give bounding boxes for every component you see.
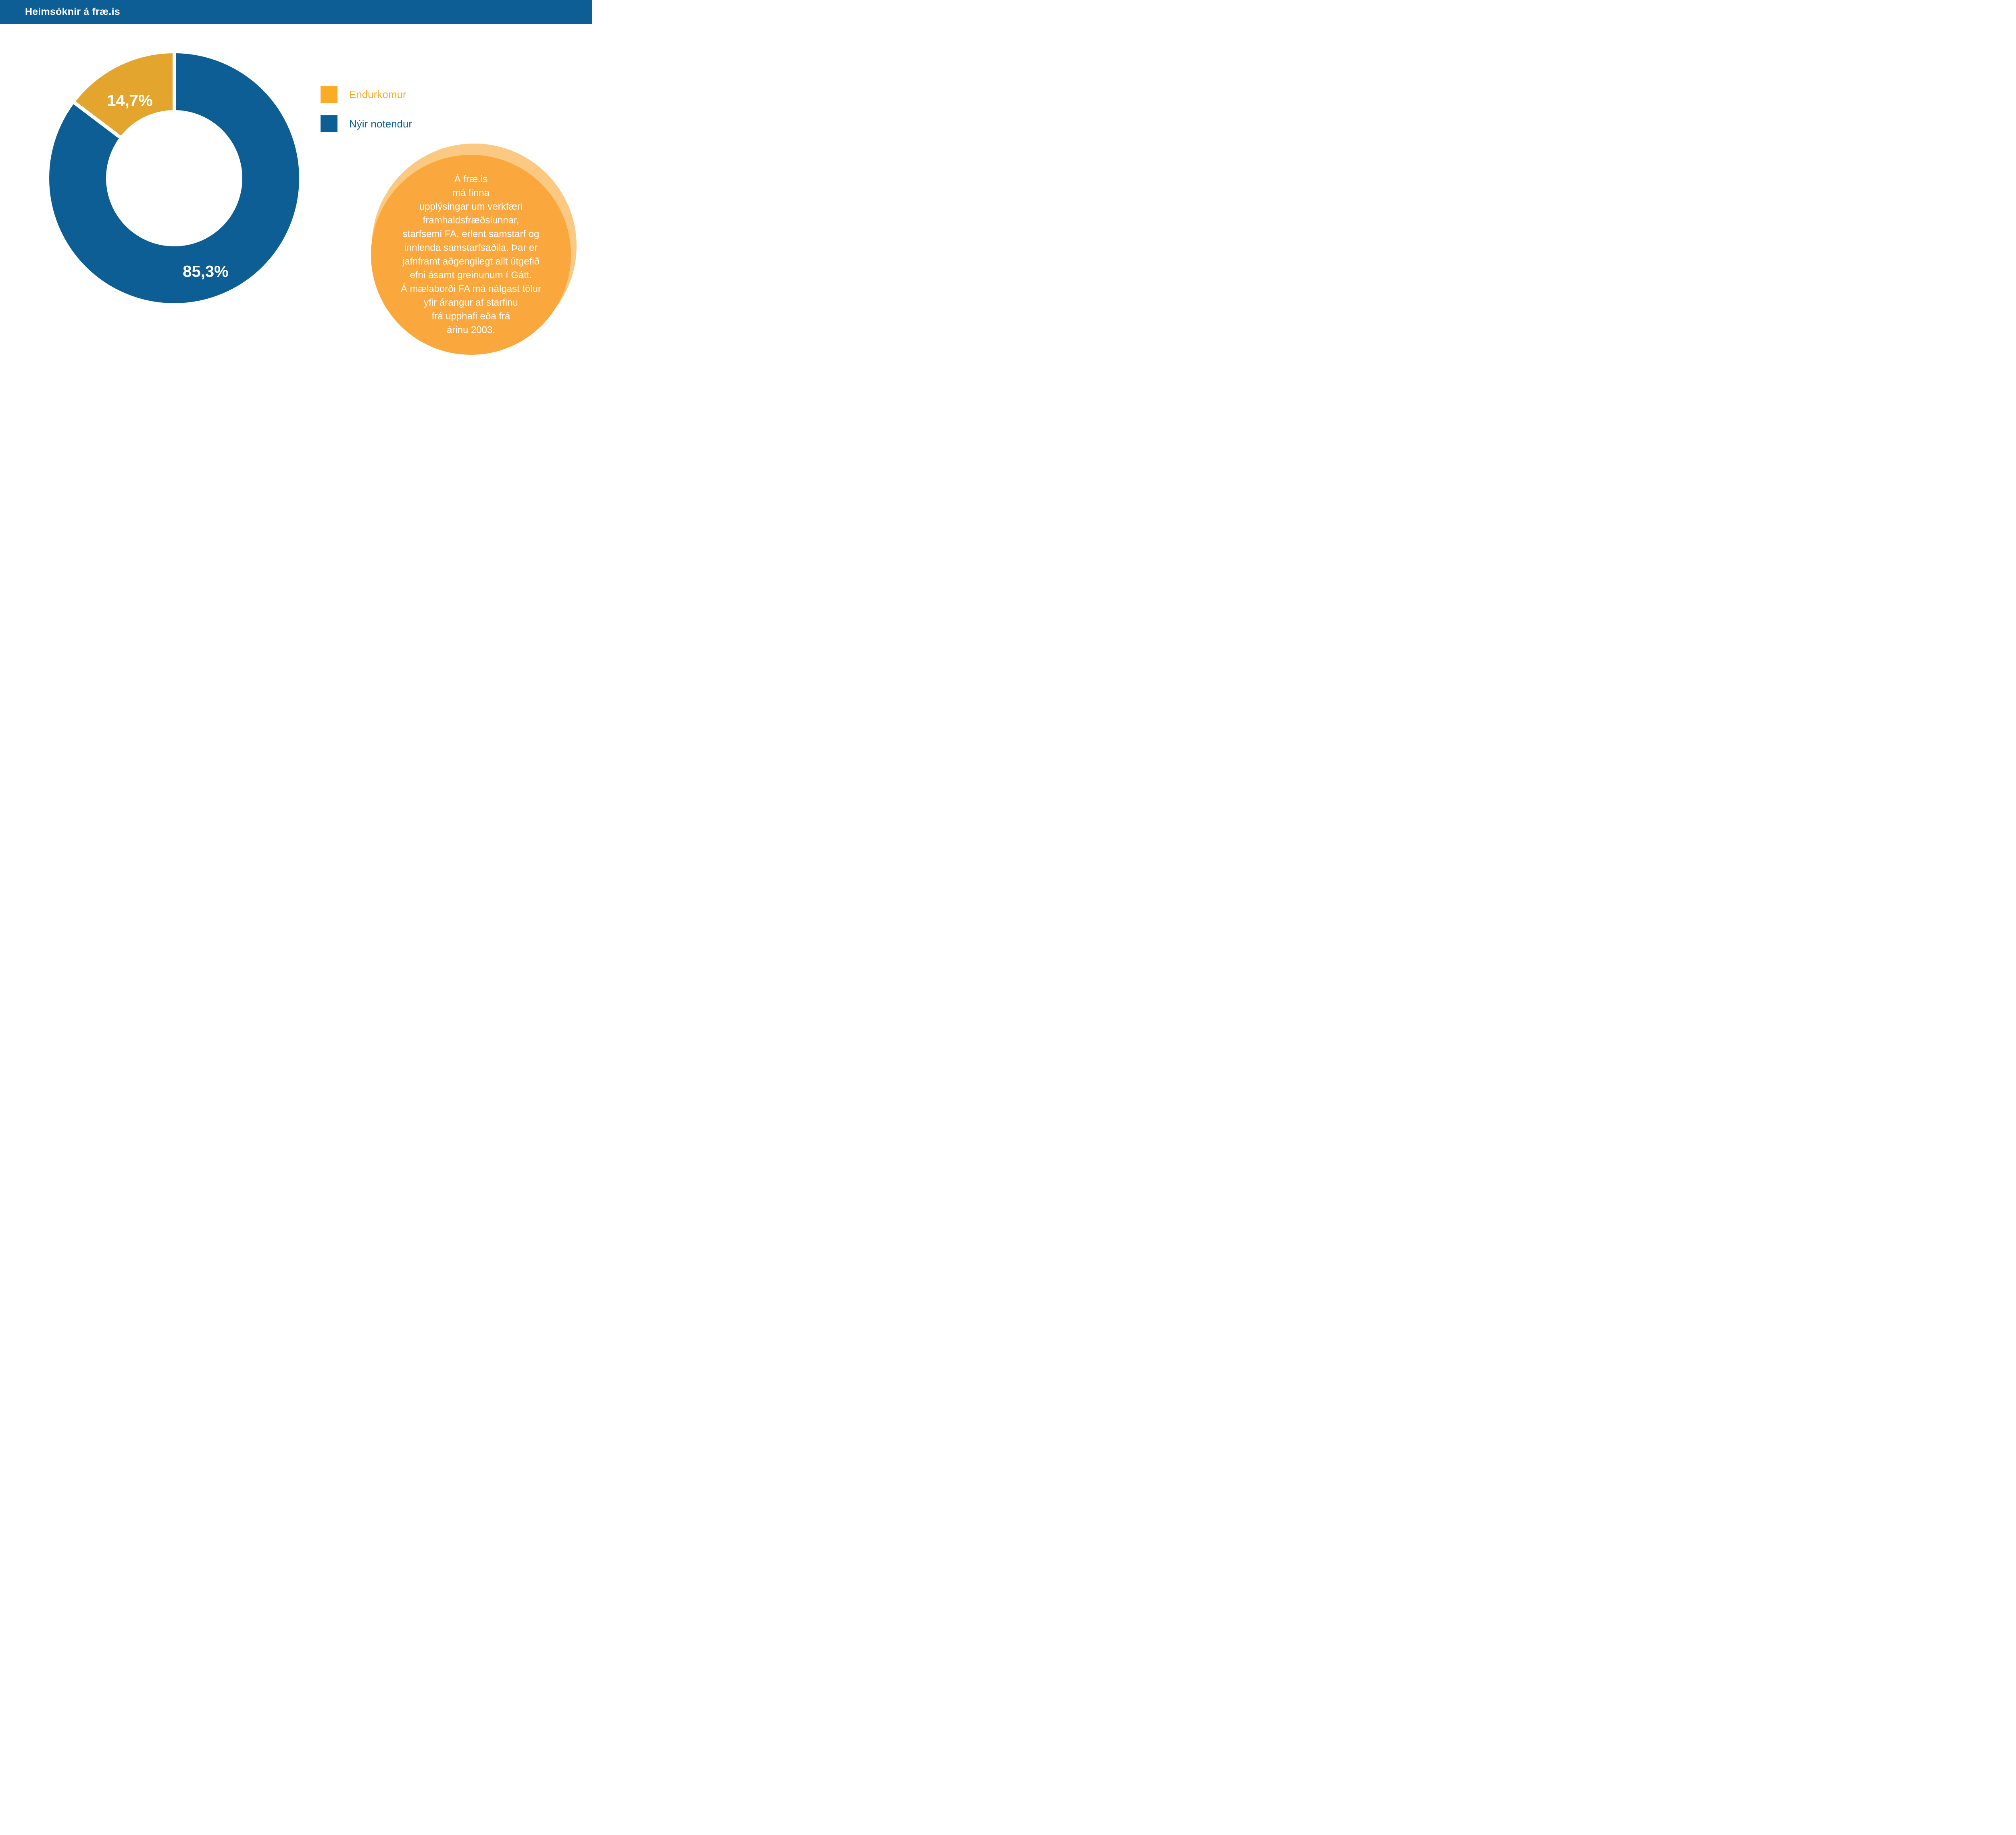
callout-line: efni ásamt greinunum í Gátt. (410, 270, 532, 281)
legend-label-nyir-notendur: Nýir notendur (349, 117, 412, 130)
header-bar: Heimsóknir á fræ.is (0, 0, 592, 24)
callout-line: yfir árangur af starfinu (424, 297, 518, 308)
slice-label-nyir-notendur: 85,3% (183, 262, 229, 281)
callout-line: Á mælaborði FA má nálgast tölur (400, 283, 541, 294)
callout-line: frá upphafi eða frá (431, 311, 510, 322)
donut-chart: 14,7% 85,3% (49, 50, 299, 303)
callout-line: framhaldsfræðslunnar, (423, 215, 519, 226)
callout-line: innlenda samstarfsaðila. Þar er (404, 242, 538, 253)
legend-item-endurkomur: Endurkomur (321, 86, 412, 103)
callout-line: Á fræ.is (454, 174, 488, 185)
callout-line: upplýsingar um verkfæri (419, 201, 523, 212)
donut-hole (106, 110, 242, 246)
callout-line: starfsemi FA, erlent samstarf og (402, 229, 539, 240)
callout-circle: Á fræ.is má finna upplýsingar um verkfæri f… (371, 155, 571, 355)
legend: Endurkomur Nýir notendur (321, 86, 412, 145)
callout-line: árinu 2003. (446, 325, 496, 335)
callout-line: jafnframt aðgengilegt allt útgefið (402, 256, 540, 267)
legend-swatch-endurkomur (321, 86, 337, 103)
legend-swatch-nyir-notendur (321, 115, 337, 132)
legend-label-endurkomur: Endurkomur (349, 88, 406, 100)
slice-label-endurkomur: 14,7% (107, 92, 153, 110)
legend-item-nyir-notendur: Nýir notendur (321, 115, 412, 132)
slide: Heimsóknir á fræ.is 14,7% 85,3% Endurkom… (0, 0, 592, 367)
callout-text: Á fræ.is má finna upplýsingar um verkfæri f… (401, 173, 541, 337)
callout-line: má finna (452, 187, 490, 198)
page-title: Heimsóknir á fræ.is (25, 6, 120, 17)
